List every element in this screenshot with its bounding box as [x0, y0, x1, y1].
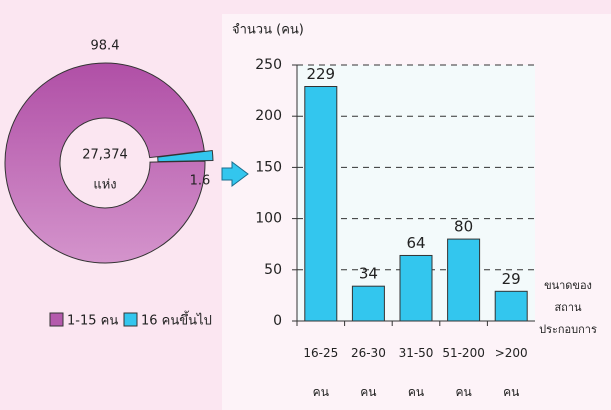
x-tick-label: 51-200 คน — [442, 346, 485, 399]
x-tick-line: คน — [455, 385, 471, 399]
x-tick-line: คน — [408, 385, 424, 399]
center-label: แห่ง — [93, 178, 116, 193]
y-tick-label: 250 — [255, 57, 282, 73]
value-label: 98.4 — [91, 39, 120, 54]
x-tick-line: 31-50 — [399, 346, 434, 360]
x-tick-line: 51-200 — [442, 346, 485, 360]
x-tick-line: คน — [360, 385, 376, 399]
x-tick-label: 31-50 คน — [399, 346, 434, 399]
x-tick-label: 16-25 คน — [303, 346, 338, 399]
bar — [494, 290, 528, 322]
x-tick-line: คน — [503, 385, 519, 399]
legend-swatch — [49, 312, 64, 327]
x-tick-line: คน — [313, 385, 329, 399]
x-axis-label: สถาน — [554, 301, 582, 314]
y-axis-label: จำนวน (คน) — [232, 23, 304, 38]
x-tick-line: >200 — [495, 346, 528, 360]
donut-slice — [4, 62, 206, 264]
arrow — [221, 161, 249, 187]
x-tick-line: 16-25 — [303, 346, 338, 360]
donut-slice — [157, 149, 214, 163]
x-axis-label: ขนาดของ — [544, 279, 592, 292]
x-tick-label: >200 คน — [495, 346, 528, 399]
y-tick-label: 200 — [255, 108, 282, 124]
y-tick-label: 50 — [264, 262, 282, 278]
center-label: 27,374 — [82, 148, 128, 163]
x-tick-line: 26-30 — [351, 346, 386, 360]
y-tick-label: 100 — [255, 211, 282, 227]
bar — [399, 254, 433, 322]
bar — [351, 285, 385, 322]
y-tick-label: 0 — [273, 313, 282, 329]
y-tick-label: 150 — [255, 159, 282, 175]
legend-label: 1-15 คน — [67, 314, 118, 329]
bar — [447, 238, 481, 322]
legend-swatch — [123, 312, 138, 327]
legend-label: 16 คนขึ้นไป — [141, 311, 212, 329]
x-axis-label: ประกอบการ — [539, 323, 597, 336]
value-label: 229 — [306, 65, 335, 83]
x-tick-label: 26-30 คน — [351, 346, 386, 399]
value-label: 34 — [359, 265, 378, 283]
value-label: 80 — [454, 218, 473, 236]
value-label: 29 — [502, 270, 521, 288]
value-label: 64 — [406, 234, 425, 252]
value-label: 1.6 — [190, 174, 211, 189]
bar — [304, 86, 338, 322]
